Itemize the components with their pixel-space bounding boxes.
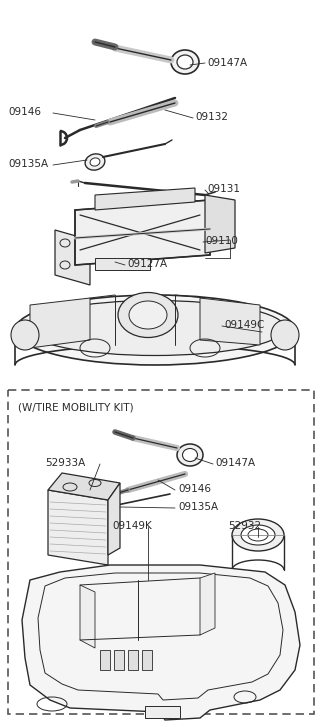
Ellipse shape [118, 292, 178, 337]
Text: 09147A: 09147A [215, 458, 255, 468]
Ellipse shape [102, 502, 118, 514]
Ellipse shape [129, 301, 167, 329]
Text: 09146: 09146 [178, 484, 211, 494]
Polygon shape [80, 585, 95, 648]
Ellipse shape [241, 525, 275, 545]
FancyBboxPatch shape [8, 390, 314, 714]
Bar [100, 650, 110, 670]
Ellipse shape [232, 519, 284, 551]
Polygon shape [30, 298, 90, 348]
Ellipse shape [177, 444, 203, 466]
Bar [95, 258, 150, 270]
Bar [145, 706, 180, 718]
Ellipse shape [106, 505, 114, 511]
Ellipse shape [182, 449, 197, 462]
Text: 09146: 09146 [8, 107, 41, 117]
Ellipse shape [11, 320, 39, 350]
Ellipse shape [25, 300, 285, 356]
Text: 09135A: 09135A [178, 502, 218, 512]
Text: 52932: 52932 [228, 521, 261, 531]
Text: 09149K: 09149K [112, 521, 152, 531]
Polygon shape [200, 573, 215, 635]
Text: (W/TIRE MOBILITY KIT): (W/TIRE MOBILITY KIT) [18, 403, 134, 413]
Polygon shape [22, 565, 300, 720]
Polygon shape [48, 473, 120, 500]
Polygon shape [205, 195, 235, 253]
Ellipse shape [15, 295, 295, 365]
Text: 09135A: 09135A [8, 159, 48, 169]
Bar [114, 650, 124, 670]
Ellipse shape [85, 154, 105, 170]
Text: 09132: 09132 [195, 112, 228, 122]
Ellipse shape [177, 55, 193, 69]
Polygon shape [108, 483, 120, 555]
Polygon shape [75, 200, 210, 265]
Polygon shape [55, 230, 90, 285]
Text: 09131: 09131 [207, 184, 240, 194]
Polygon shape [48, 490, 108, 565]
Text: 09110: 09110 [205, 236, 238, 246]
Text: 09127A: 09127A [127, 259, 167, 269]
Ellipse shape [90, 158, 100, 166]
Polygon shape [95, 188, 195, 210]
Polygon shape [200, 298, 260, 345]
Text: 52933A: 52933A [45, 458, 85, 468]
Text: 09147A: 09147A [207, 58, 247, 68]
Bar [128, 650, 138, 670]
Text: 09149C: 09149C [224, 320, 264, 330]
Ellipse shape [271, 320, 299, 350]
Bar [142, 650, 152, 670]
Ellipse shape [171, 50, 199, 74]
